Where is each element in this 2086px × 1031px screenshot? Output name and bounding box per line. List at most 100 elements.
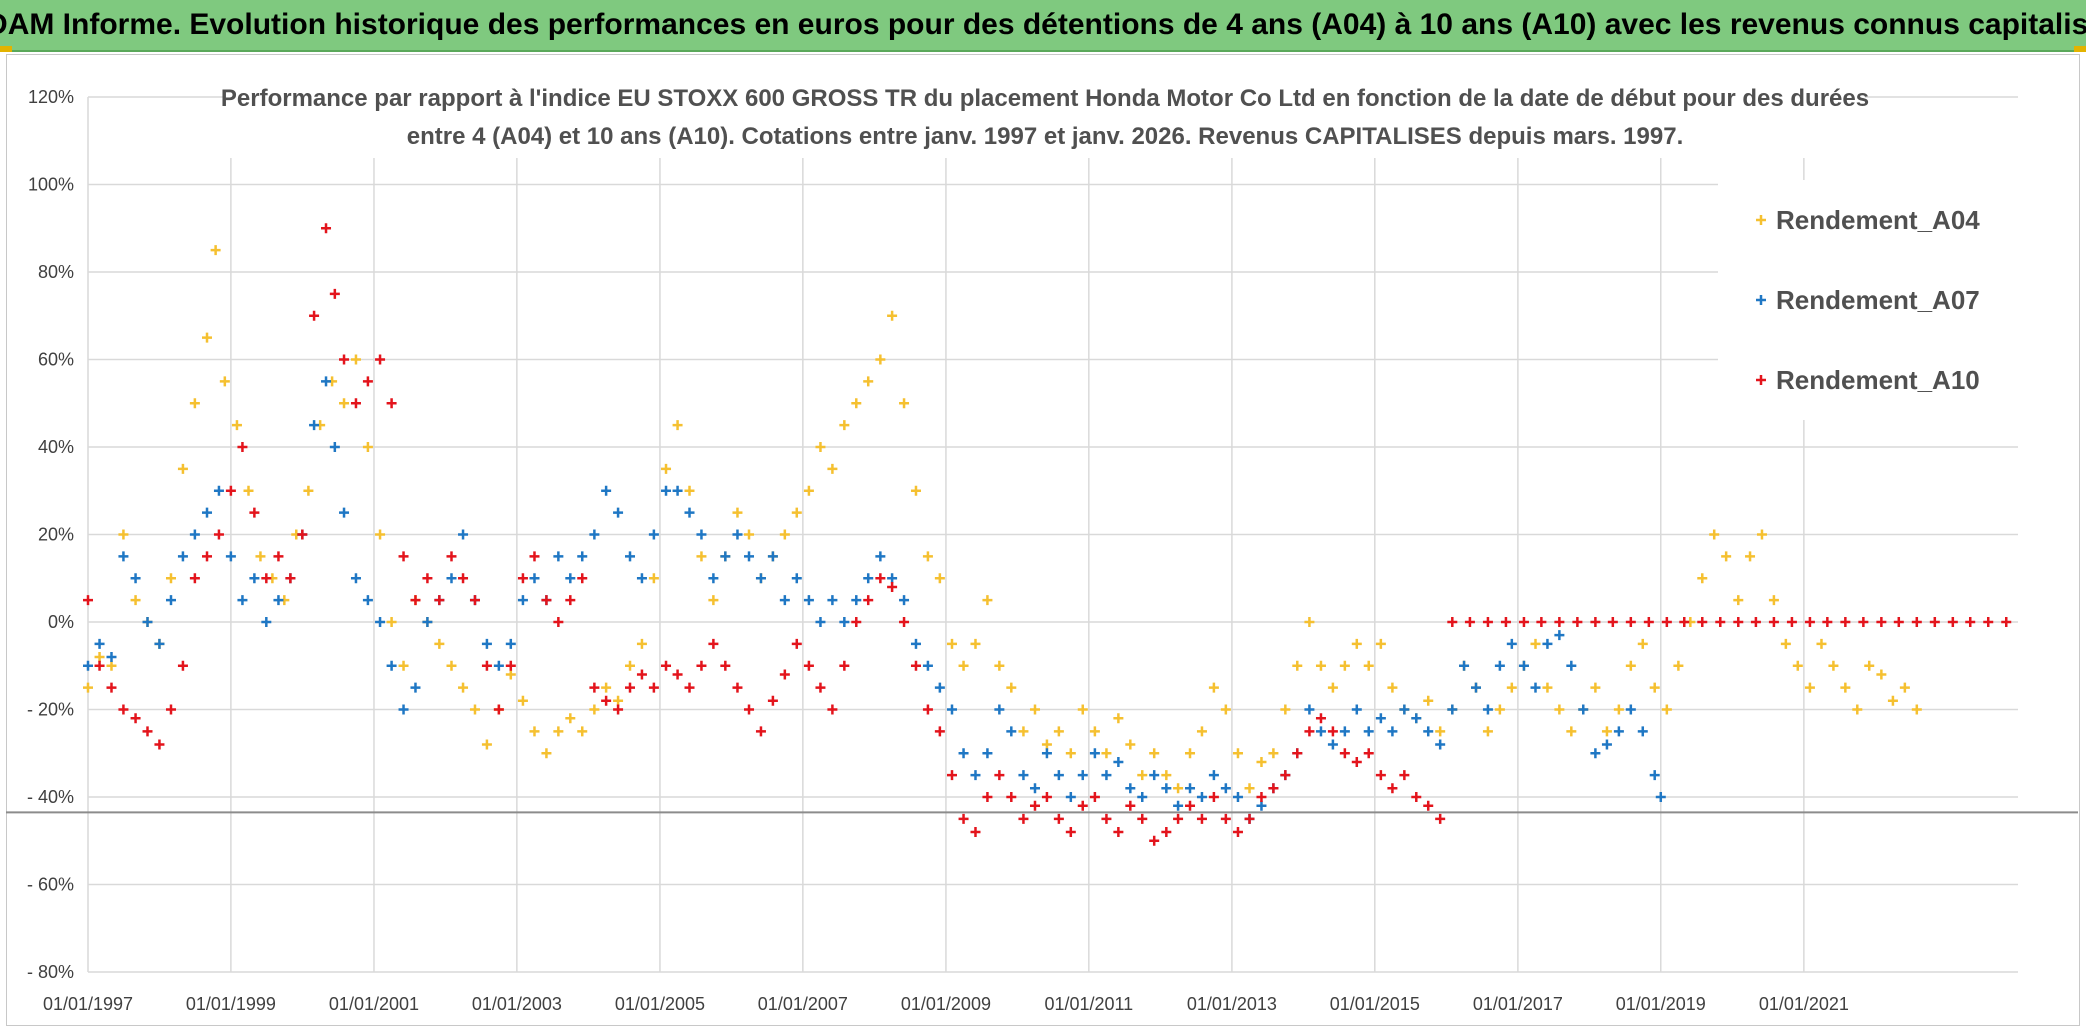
data-point xyxy=(529,551,540,562)
data-point xyxy=(213,485,224,496)
data-point xyxy=(505,660,516,671)
data-point xyxy=(189,529,200,540)
data-point xyxy=(165,595,176,606)
data-point xyxy=(708,595,719,606)
data-point xyxy=(1387,783,1398,794)
data-point xyxy=(398,551,409,562)
data-point xyxy=(1101,748,1112,759)
data-point xyxy=(237,595,248,606)
data-point xyxy=(375,354,386,365)
data-point xyxy=(1625,617,1636,627)
data-point xyxy=(1637,638,1648,649)
data-point xyxy=(165,573,176,584)
data-point xyxy=(1542,638,1553,649)
data-point xyxy=(1065,748,1076,759)
data-point xyxy=(118,529,129,540)
data-point xyxy=(1911,617,1922,627)
data-point xyxy=(672,485,683,496)
data-point xyxy=(744,529,755,540)
data-point xyxy=(1006,682,1017,693)
data-point xyxy=(1661,704,1672,715)
data-point xyxy=(261,617,272,627)
x-tick-label: 01/01/2003 xyxy=(472,994,562,1014)
data-point xyxy=(1828,660,1839,671)
data-point xyxy=(1852,704,1863,715)
data-point xyxy=(601,682,612,693)
data-point xyxy=(1375,638,1386,649)
data-point xyxy=(118,704,129,715)
data-point xyxy=(672,669,683,680)
data-point xyxy=(1459,660,1470,671)
data-point xyxy=(779,595,790,606)
y-tick-label: 80% xyxy=(38,262,74,282)
y-tick-label: - 20% xyxy=(27,700,74,720)
data-point xyxy=(827,595,838,606)
data-point xyxy=(1268,783,1279,794)
data-point xyxy=(899,617,910,627)
data-point xyxy=(791,507,802,518)
data-point xyxy=(577,726,588,737)
data-point xyxy=(1304,704,1315,715)
data-point xyxy=(1173,783,1184,794)
data-point xyxy=(386,660,397,671)
data-point xyxy=(1375,770,1386,781)
data-point xyxy=(684,682,695,693)
legend-background xyxy=(1718,180,2018,420)
data-point xyxy=(1399,770,1410,781)
data-point xyxy=(94,660,105,671)
data-point xyxy=(1220,783,1231,794)
data-point xyxy=(1280,704,1291,715)
data-point xyxy=(386,398,397,409)
data-point xyxy=(1006,792,1017,802)
data-point xyxy=(1339,660,1350,671)
data-point xyxy=(553,726,564,737)
data-point xyxy=(934,726,945,737)
data-point xyxy=(202,507,213,518)
data-point xyxy=(177,660,188,671)
data-point xyxy=(1816,638,1827,649)
data-point xyxy=(362,442,373,452)
data-point xyxy=(1876,617,1887,627)
data-point xyxy=(1911,704,1922,715)
data-point xyxy=(177,551,188,562)
data-point xyxy=(946,638,957,649)
data-point xyxy=(458,529,469,540)
data-point xyxy=(83,660,93,671)
data-point xyxy=(648,573,659,584)
data-point xyxy=(779,669,790,680)
data-point xyxy=(1518,617,1529,627)
data-point xyxy=(613,695,624,706)
data-point xyxy=(1613,726,1624,737)
data-point xyxy=(625,682,636,693)
data-point xyxy=(458,682,469,693)
data-point xyxy=(541,595,552,606)
data-point xyxy=(958,748,969,759)
data-point xyxy=(1185,783,1196,794)
data-point xyxy=(1470,682,1481,693)
data-point xyxy=(1965,617,1976,627)
x-tick-label: 01/01/2001 xyxy=(329,994,419,1014)
data-point xyxy=(329,288,340,299)
data-point xyxy=(1494,704,1505,715)
data-point xyxy=(261,573,272,584)
data-point xyxy=(1327,726,1338,737)
data-point xyxy=(83,682,93,693)
series-Rendement_A04 xyxy=(83,245,1922,794)
data-point xyxy=(106,652,117,662)
data-point xyxy=(493,704,504,715)
data-point xyxy=(1435,739,1446,750)
data-point xyxy=(237,442,248,452)
data-point xyxy=(1590,748,1601,759)
data-point xyxy=(1077,770,1088,781)
data-point xyxy=(1649,682,1660,693)
data-point xyxy=(553,617,564,627)
data-point xyxy=(1840,682,1851,693)
data-point xyxy=(339,507,350,518)
data-point xyxy=(249,573,260,584)
data-point xyxy=(1065,792,1076,802)
chart-title-line-2: entre 4 (A04) et 10 ans (A10). Cotations… xyxy=(407,123,1684,150)
data-point xyxy=(1613,704,1624,715)
data-point xyxy=(1208,770,1219,781)
data-point xyxy=(565,595,576,606)
